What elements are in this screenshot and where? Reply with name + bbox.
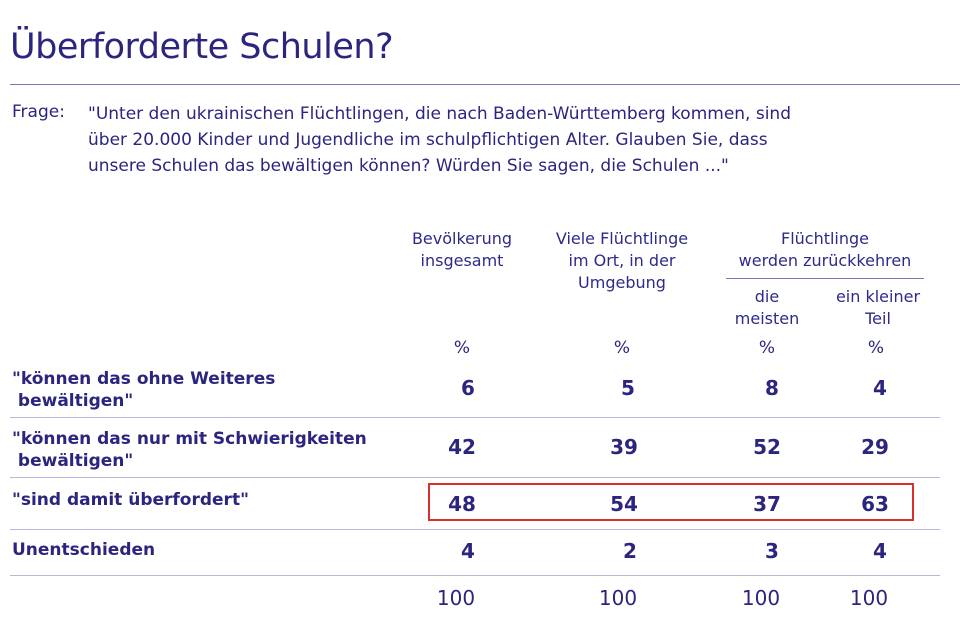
header-line: die — [754, 287, 780, 306]
header-line: meisten — [734, 309, 800, 328]
row-divider — [10, 417, 940, 418]
table-cell: 42 — [448, 435, 476, 459]
header-line: im Ort, in der — [568, 251, 676, 270]
question-line-2: über 20.000 Kinder und Jugendliche im sc… — [88, 130, 768, 150]
title-divider — [10, 84, 960, 85]
row-label-line: "können das ohne Weiteres — [12, 369, 276, 389]
header-line: insgesamt — [420, 251, 504, 270]
table-cell: 6 — [461, 376, 475, 400]
table-cell: 5 — [621, 376, 635, 400]
table-cell: 3 — [765, 539, 779, 563]
table-cell: 8 — [765, 376, 779, 400]
row-label-mit-schwierigkeiten: "können das nur mit Schwierigkeiten bewä… — [12, 428, 367, 472]
table-cell: 37 — [753, 492, 781, 516]
row-divider — [10, 529, 940, 530]
header-line: Umgebung — [578, 273, 666, 292]
highlight-box — [428, 483, 914, 521]
total-cell: 100 — [436, 586, 476, 610]
table-cell: 39 — [610, 435, 638, 459]
row-label-ueberfordert: "sind damit überfordert" — [12, 490, 249, 510]
question-label: Frage: — [12, 102, 65, 122]
row-divider — [10, 575, 940, 576]
table-cell: 52 — [753, 435, 781, 459]
column-header-bevoelkerung: Bevölkerung insgesamt — [400, 228, 524, 272]
row-label-line: bewältigen" — [12, 391, 134, 411]
row-label-unentschieden: Unentschieden — [12, 540, 156, 560]
group-header-underline — [726, 278, 924, 279]
row-divider — [10, 477, 940, 478]
column-header-ein-kleiner-teil: ein kleiner Teil — [826, 286, 930, 330]
question-line-1: "Unter den ukrainischen Flüchtlingen, di… — [88, 104, 792, 124]
column-header-die-meisten: die meisten — [727, 286, 807, 330]
column-group-header-rueckkehr: Flüchtlinge werden zurückkehren — [720, 228, 930, 272]
header-line: werden zurückkehren — [738, 251, 912, 270]
header-line: Teil — [865, 309, 891, 328]
question-line-3: unsere Schulen das bewältigen können? Wü… — [88, 156, 729, 176]
total-cell: 100 — [741, 586, 781, 610]
table-cell: 63 — [861, 492, 889, 516]
table-cell: 29 — [861, 435, 889, 459]
table-cell: 2 — [623, 539, 637, 563]
table-cell: 4 — [873, 539, 887, 563]
unit-percent: % — [867, 338, 885, 358]
column-header-viele-fluechtlinge: Viele Flüchtlinge im Ort, in der Umgebun… — [542, 228, 702, 294]
header-line: Flüchtlinge — [780, 229, 870, 248]
table-cell: 4 — [461, 539, 475, 563]
row-label-ohne-weiteres: "können das ohne Weiteres bewältigen" — [12, 368, 275, 412]
row-label-line: bewältigen" — [12, 451, 134, 471]
header-line: Viele Flüchtlinge — [555, 229, 689, 248]
total-cell: 100 — [849, 586, 889, 610]
table-cell: 48 — [448, 492, 476, 516]
header-line: ein kleiner — [835, 287, 921, 306]
row-label-line: "können das nur mit Schwierigkeiten — [12, 429, 367, 449]
unit-percent: % — [613, 338, 631, 358]
unit-percent: % — [758, 338, 776, 358]
total-cell: 100 — [598, 586, 638, 610]
header-line: Bevölkerung — [411, 229, 513, 248]
table-cell: 4 — [873, 376, 887, 400]
unit-percent: % — [453, 338, 471, 358]
page-title: Überforderte Schulen? — [10, 27, 394, 68]
table-cell: 54 — [610, 492, 638, 516]
